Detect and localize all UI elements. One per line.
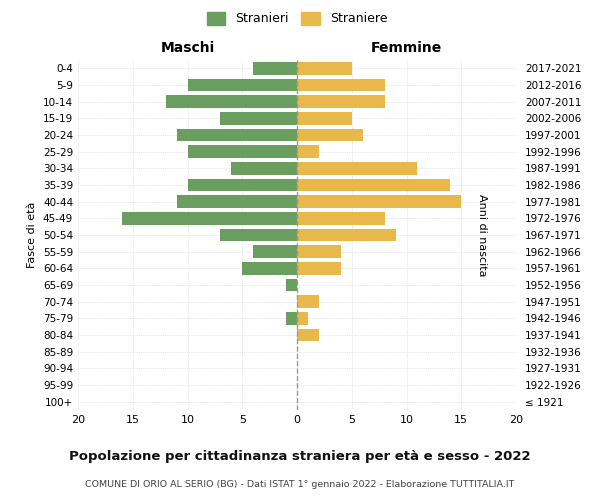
Bar xyxy=(253,246,297,258)
Bar xyxy=(297,112,352,124)
Bar xyxy=(122,212,297,224)
Bar xyxy=(286,312,297,324)
Bar xyxy=(242,262,297,274)
Bar xyxy=(297,129,362,141)
Bar xyxy=(297,296,319,308)
Text: COMUNE DI ORIO AL SERIO (BG) - Dati ISTAT 1° gennaio 2022 - Elaborazione TUTTITA: COMUNE DI ORIO AL SERIO (BG) - Dati ISTA… xyxy=(85,480,515,489)
Bar xyxy=(297,246,341,258)
Bar xyxy=(297,229,395,241)
Bar xyxy=(220,112,297,124)
Text: Popolazione per cittadinanza straniera per età e sesso - 2022: Popolazione per cittadinanza straniera p… xyxy=(69,450,531,463)
Bar xyxy=(286,279,297,291)
Text: Femmine: Femmine xyxy=(371,41,442,55)
Y-axis label: Anni di nascita: Anni di nascita xyxy=(477,194,487,276)
Y-axis label: Fasce di età: Fasce di età xyxy=(28,202,37,268)
Bar xyxy=(187,179,297,192)
Bar xyxy=(187,146,297,158)
Bar xyxy=(297,262,341,274)
Bar xyxy=(297,62,352,74)
Bar xyxy=(220,229,297,241)
Bar xyxy=(176,196,297,208)
Bar xyxy=(176,129,297,141)
Bar xyxy=(187,79,297,92)
Bar xyxy=(297,146,319,158)
Bar xyxy=(232,162,297,174)
Bar xyxy=(297,179,450,192)
Bar xyxy=(297,212,385,224)
Bar xyxy=(297,196,461,208)
Text: Maschi: Maschi xyxy=(160,41,215,55)
Legend: Stranieri, Straniere: Stranieri, Straniere xyxy=(202,7,392,30)
Bar xyxy=(297,329,319,341)
Bar xyxy=(297,312,308,324)
Bar xyxy=(297,162,418,174)
Bar xyxy=(297,79,385,92)
Bar xyxy=(166,96,297,108)
Bar xyxy=(253,62,297,74)
Bar xyxy=(297,96,385,108)
